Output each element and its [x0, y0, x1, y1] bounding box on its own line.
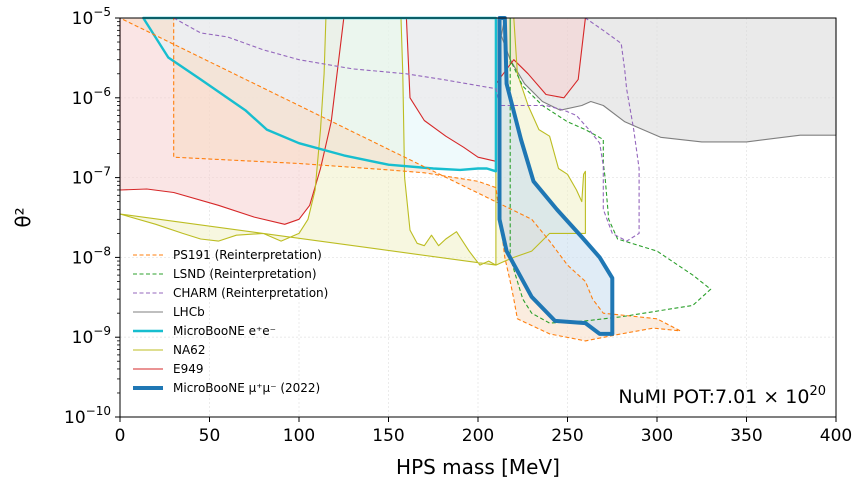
x-tick-label: 350	[730, 426, 762, 446]
legend-label: LHCb	[173, 305, 205, 319]
pot-annotation-text: NuMI POT:7.01 × 10	[618, 386, 809, 408]
pot-annotation: NuMI POT:7.01 × 1020	[618, 384, 826, 408]
y-tick-label: 10−5	[72, 5, 111, 29]
x-tick-label: 250	[551, 426, 583, 446]
legend-label: E949	[173, 362, 204, 376]
x-tick-label: 100	[283, 426, 315, 446]
x-tick-label: 200	[462, 426, 494, 446]
series-fill-lhcb	[501, 18, 836, 142]
series-line-ps191-reinterpretation	[119, 17, 681, 342]
legend-label: NA62	[173, 343, 205, 357]
y-axis: 10−5 10−6 10−7 10−8 10−9 10−10	[64, 5, 120, 428]
x-tick-label: 400	[820, 426, 852, 446]
pot-annotation-exponent: 20	[809, 384, 826, 399]
x-axis: 0 50 100 150 200 250 300 350 400	[115, 417, 852, 446]
series-line-lhcb	[500, 17, 837, 143]
series-fills	[120, 18, 836, 341]
legend-label: LSND (Reinterpretation)	[173, 267, 317, 281]
series-line-microboone-e-e	[142, 16, 498, 173]
y-tick-label: 10−7	[72, 165, 111, 189]
series-line-charm-reinterpretation	[173, 17, 640, 242]
x-tick-label: 0	[115, 426, 126, 446]
series-fill-microboone-2022	[499, 18, 613, 334]
x-tick-label: 150	[372, 426, 404, 446]
series-line-e949	[119, 17, 586, 225]
y-axis-label: θ²	[11, 207, 35, 227]
y-tick-label: 10−9	[72, 324, 111, 348]
series-line-lsnd-reinterpretation	[509, 17, 712, 324]
legend-label: MicroBooNE μ⁺μ⁻ (2022)	[173, 381, 320, 395]
legend-label: PS191 (Reinterpretation)	[173, 248, 322, 262]
x-tick-label: 300	[641, 426, 673, 446]
y-tick-label: 10−8	[72, 244, 111, 268]
x-axis-label: HPS mass [MeV]	[396, 455, 560, 479]
legend-label: CHARM (Reinterpretation)	[173, 286, 328, 300]
legend: PS191 (Reinterpretation) LSND (Reinterpre…	[133, 248, 328, 395]
x-tick-label: 50	[199, 426, 221, 446]
legend-label: MicroBooNE e⁺e⁻	[173, 324, 276, 338]
series-lines	[119, 16, 837, 342]
series-line-na62	[119, 17, 586, 266]
series-line-microboone-2022	[497, 16, 615, 336]
y-tick-label: 10−10	[64, 404, 111, 428]
y-tick-label: 10−6	[72, 85, 111, 109]
